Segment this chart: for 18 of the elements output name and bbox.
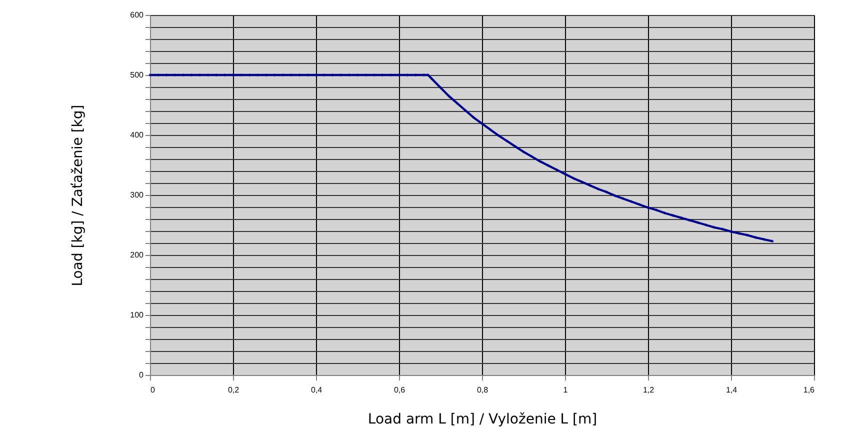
y-tick-label: 200 <box>130 250 144 260</box>
x-axis-title: Load arm L [m] / Vyloženie L [m] <box>368 412 598 428</box>
y-tick-label: 300 <box>130 190 144 200</box>
y-axis-title: Load [kg] / Zaťaženie [kg] <box>70 104 86 286</box>
x-tick-label: 1,2 <box>642 386 655 394</box>
y-tick-label: 100 <box>130 310 144 320</box>
x-tick-label: 0,6 <box>394 386 406 394</box>
y-tick-label: 400 <box>130 130 144 140</box>
y-tick-label: 600 <box>130 10 144 20</box>
x-tick-label: 1 <box>563 386 568 394</box>
x-tick-label: 0 <box>150 386 156 394</box>
x-tick-label: 1,6 <box>803 386 816 394</box>
y-tick-label: 0 <box>139 370 144 380</box>
x-tick-label: 0,4 <box>310 386 323 394</box>
x-tick-label: 1,4 <box>726 386 738 394</box>
y-tick-label: 500 <box>130 70 144 80</box>
x-tick-label: 0,2 <box>228 386 240 394</box>
x-tick-label: 0,8 <box>476 386 489 394</box>
